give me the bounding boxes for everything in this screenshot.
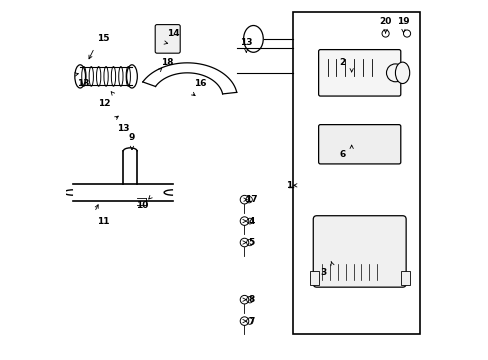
Text: 17: 17 bbox=[245, 195, 258, 204]
Text: 20: 20 bbox=[379, 17, 391, 26]
Text: 18: 18 bbox=[161, 58, 174, 67]
Text: 1: 1 bbox=[285, 181, 292, 190]
Text: 8: 8 bbox=[248, 295, 254, 304]
Ellipse shape bbox=[395, 62, 409, 84]
Text: 5: 5 bbox=[248, 238, 254, 247]
Text: 13: 13 bbox=[77, 79, 89, 88]
FancyBboxPatch shape bbox=[318, 50, 400, 96]
Text: 16: 16 bbox=[193, 79, 205, 88]
Bar bbox=[400, 271, 409, 285]
Text: 3: 3 bbox=[319, 268, 325, 277]
Text: 4: 4 bbox=[248, 217, 254, 226]
Text: 12: 12 bbox=[98, 99, 110, 108]
Text: 14: 14 bbox=[166, 29, 179, 38]
FancyBboxPatch shape bbox=[155, 24, 180, 53]
Text: 6: 6 bbox=[339, 150, 345, 159]
Text: 19: 19 bbox=[396, 17, 409, 26]
Text: 15: 15 bbox=[97, 35, 109, 44]
FancyBboxPatch shape bbox=[318, 125, 400, 164]
Text: 2: 2 bbox=[339, 58, 345, 67]
Bar bbox=[292, 12, 419, 334]
Text: 10: 10 bbox=[136, 201, 148, 210]
Bar bbox=[309, 271, 318, 285]
Text: 9: 9 bbox=[128, 132, 135, 141]
Text: 13: 13 bbox=[240, 38, 252, 47]
Text: 7: 7 bbox=[248, 316, 254, 325]
FancyBboxPatch shape bbox=[313, 216, 406, 287]
Circle shape bbox=[386, 64, 404, 82]
Text: 13: 13 bbox=[117, 124, 129, 133]
Text: 11: 11 bbox=[97, 217, 109, 226]
